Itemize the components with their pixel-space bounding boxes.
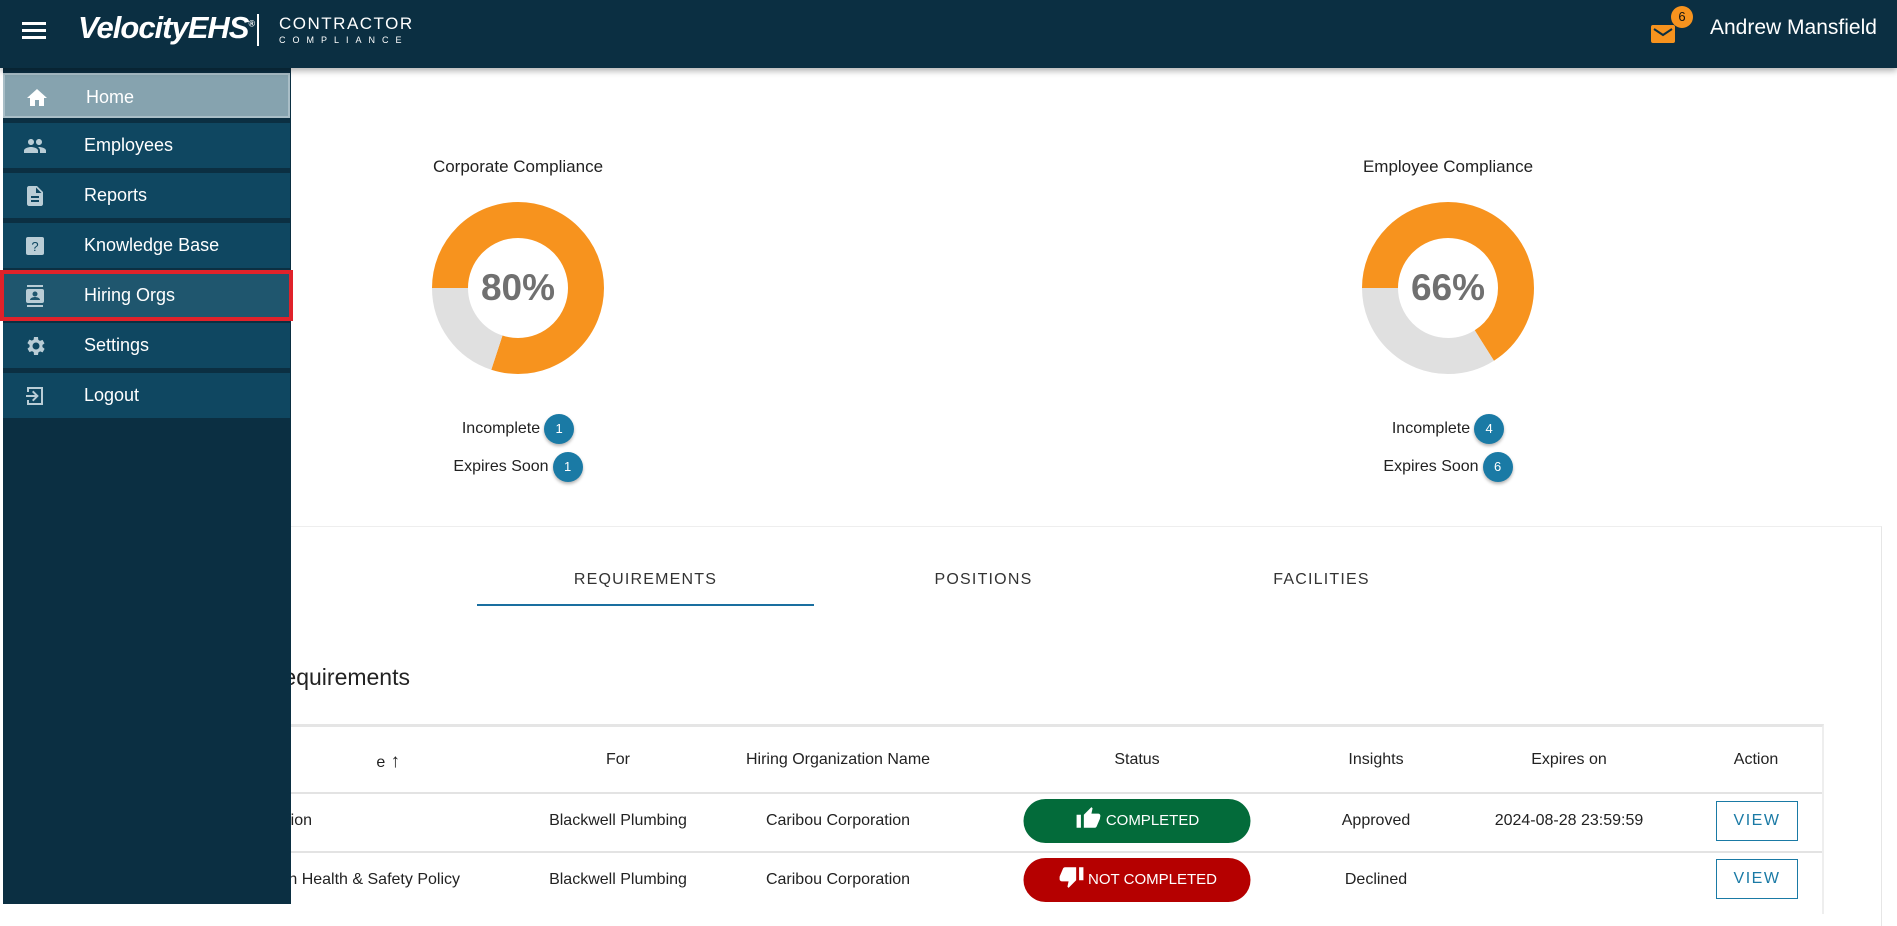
expires-soon-stat: Expires Soon 6 (1318, 452, 1578, 490)
cell-for: Blackwell Plumbing (549, 871, 687, 888)
gear-icon (27, 337, 45, 355)
cell-insights: Approved (1341, 812, 1411, 829)
chart-title: Corporate Compliance (432, 157, 604, 176)
sidebar: Home Employees Reports ? Knowledge Base … (0, 68, 293, 904)
cell-org: Caribou Corporation (765, 871, 911, 888)
row-divider (200, 792, 1822, 794)
sidebar-item-settings[interactable]: Settings (3, 323, 290, 368)
view-button[interactable]: VIEW (1716, 859, 1798, 899)
requirements-card (200, 526, 1882, 926)
count-badge: 4 (1474, 414, 1505, 444)
column-header-name[interactable]: e ↑ (290, 751, 400, 773)
donut-chart: 66% (1362, 202, 1534, 374)
stat-label: Expires Soon (453, 458, 549, 476)
sidebar-item-label: Knowledge Base (84, 235, 220, 255)
status-badge-completed: COMPLETED (1023, 799, 1251, 843)
people-icon (24, 139, 46, 153)
donut-slice-remaining (1362, 202, 1534, 374)
row-divider (200, 851, 1822, 853)
mail-icon[interactable] (1651, 25, 1675, 43)
stat-label: Expires Soon (1383, 458, 1479, 476)
document-icon (27, 186, 43, 206)
sidebar-item-logout[interactable]: Logout (3, 373, 290, 418)
contact-icon (26, 285, 44, 307)
section-title: equirements (283, 664, 410, 690)
cell-expires: 2024-08-28 23:59:59 (1494, 812, 1644, 829)
mail-count-badge: 6 (1671, 6, 1693, 28)
cell-for: Blackwell Plumbing (549, 812, 687, 829)
thumbs-up-icon (1076, 807, 1101, 828)
tab-positions[interactable]: POSITIONS (934, 571, 1033, 588)
brand-text: VelocityEHS (78, 10, 249, 45)
stat-label: Incomplete (461, 420, 541, 438)
help-icon: ? (26, 237, 44, 255)
sidebar-item-label: Logout (84, 385, 140, 405)
sidebar-item-reports[interactable]: Reports (3, 173, 290, 218)
sidebar-item-employees[interactable]: Employees (3, 123, 290, 168)
incomplete-stat: Incomplete 1 (388, 414, 648, 452)
column-header-insights: Insights (1348, 751, 1404, 768)
sidebar-item-label: Hiring Orgs (84, 285, 176, 305)
top-bar: VelocityEHS® CONTRACTOR COMPLIANCE 6 And… (0, 0, 1897, 68)
cell-insights: Declined (1344, 871, 1408, 888)
sidebar-item-knowledge-base[interactable]: ? Knowledge Base (3, 223, 290, 268)
product-line2: COMPLIANCE (279, 35, 409, 45)
count-badge: 6 (1482, 452, 1513, 482)
arrow-up-icon: ↑ (385, 751, 400, 772)
donut-value: 80% (480, 267, 556, 308)
corporate-compliance-chart: Corporate Compliance 80% Incomplete 1 Exp… (388, 157, 648, 490)
sidebar-item-label: Employees (84, 135, 174, 155)
cell-name: ion (290, 812, 312, 829)
requirements-table: e ↑ For Hiring Organization Name Status … (200, 724, 1824, 914)
logo-divider (257, 14, 259, 46)
status-text: COMPLETED (1105, 812, 1200, 829)
donut-slice-remaining (432, 202, 604, 374)
status-text: NOT COMPLETED (1088, 871, 1217, 888)
logout-icon (26, 387, 43, 405)
thumbs-down-icon (1059, 867, 1083, 888)
velocityehs-logo: VelocityEHS® (78, 10, 255, 45)
header-label: e (376, 754, 386, 771)
column-header-action: Action (1733, 751, 1779, 768)
sidebar-item-home[interactable]: Home (3, 73, 290, 118)
tab-facilities[interactable]: FACILITIES (1273, 571, 1370, 588)
column-header-expires: Expires on (1531, 751, 1607, 768)
view-button[interactable]: VIEW (1716, 801, 1798, 841)
sidebar-item-label: Reports (84, 185, 148, 205)
cell-org: Caribou Corporation (765, 812, 911, 829)
stat-label: Incomplete (1391, 420, 1471, 438)
tab-requirements[interactable]: REQUIREMENTS (573, 571, 718, 588)
sidebar-item-label: Settings (84, 335, 150, 355)
column-header-org: Hiring Organization Name (745, 751, 931, 768)
count-badge: 1 (552, 452, 583, 482)
hamburger-menu-icon[interactable] (22, 22, 46, 42)
product-line1: CONTRACTOR (279, 14, 414, 33)
sidebar-item-label: Home (86, 87, 135, 107)
user-name[interactable]: Andrew Mansfield (1710, 16, 1877, 39)
contractor-compliance-logo: CONTRACTOR COMPLIANCE (279, 14, 414, 45)
expires-soon-stat: Expires Soon 1 (388, 452, 648, 490)
home-icon (27, 89, 47, 106)
count-badge: 1 (544, 414, 575, 444)
chart-title: Employee Compliance (1362, 157, 1534, 176)
sidebar-item-hiring-orgs[interactable]: Hiring Orgs (0, 270, 293, 321)
donut-value: 66% (1410, 267, 1486, 308)
incomplete-stat: Incomplete 4 (1318, 414, 1578, 452)
employee-compliance-chart: Employee Compliance 66% Incomplete 4 Expi… (1318, 157, 1578, 490)
status-badge-not-completed: NOT COMPLETED (1023, 858, 1251, 902)
column-header-status: Status (1114, 751, 1160, 768)
svg-text:?: ? (31, 239, 38, 254)
active-tab-indicator (477, 604, 814, 606)
cell-name: on Health & Safety Policy (279, 871, 460, 888)
column-header-for: For (606, 751, 630, 768)
donut-chart: 80% (432, 202, 604, 374)
